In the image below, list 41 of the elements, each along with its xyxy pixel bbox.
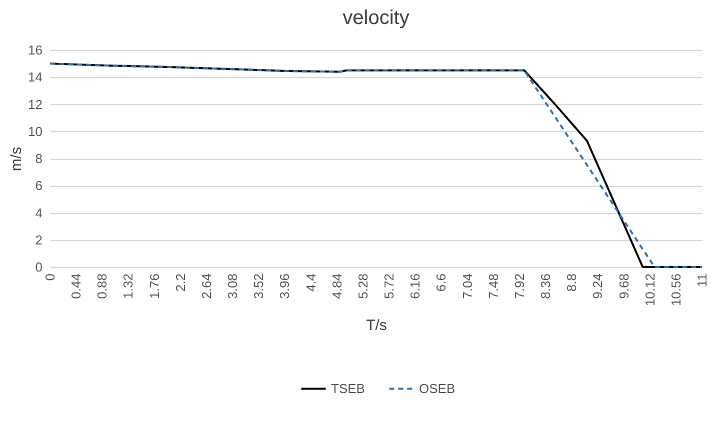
x-tick-label: 0.88 (94, 274, 110, 299)
y-tick-label: 10 (28, 124, 42, 139)
x-tick-label: 0.44 (68, 274, 84, 299)
y-axis-title: m/s (8, 146, 26, 172)
x-tick-label: 10.56 (668, 274, 684, 306)
x-tick-label: 5.28 (355, 274, 370, 299)
x-tick-label: 2.2 (172, 274, 188, 292)
x-tick-label: 6.6 (434, 274, 449, 292)
x-tick-label: 9.24 (590, 274, 606, 299)
x-tick-label: 1.76 (146, 274, 162, 299)
x-tick-label: 0 (42, 274, 58, 281)
x-axis-title: T/s (366, 317, 387, 334)
x-tick-label: 5.72 (382, 274, 397, 299)
x-tick-label: 3.52 (251, 274, 266, 299)
x-tick-label: 7.04 (460, 274, 475, 299)
x-tick-label: 7.48 (486, 274, 501, 299)
line-series (49, 62, 703, 268)
y-tick-label: 8 (35, 151, 42, 166)
x-tick-label: 7.92 (512, 274, 527, 299)
x-tick-label: 8.8 (564, 274, 580, 292)
y-tick-label: 14 (28, 70, 42, 85)
x-tick-label: 10.12 (642, 274, 658, 306)
x-tick-label: 3.08 (225, 274, 240, 299)
x-tick-label: 11 (694, 274, 710, 287)
y-tick-label: 16 (28, 42, 42, 58)
x-tick-label: 4.4 (303, 274, 318, 292)
x-tick-label: 1.32 (120, 274, 136, 299)
y-tick-label: 12 (28, 96, 42, 112)
legend-label: OSEB (419, 380, 456, 396)
y-tick-label: 6 (35, 178, 42, 194)
x-tick-label: 8.36 (538, 274, 554, 299)
x-tick-label: 6.16 (408, 274, 423, 299)
x-tick-label: 2.64 (198, 274, 214, 299)
x-tick-label: 3.96 (277, 274, 292, 299)
x-tick-label: 4.84 (329, 274, 344, 299)
y-tick-label: 0 (35, 260, 42, 274)
x-tick-label: 9.68 (616, 274, 632, 299)
y-tick-label: 4 (35, 205, 42, 220)
y-tick-label: 2 (35, 232, 42, 248)
chart-title: velocity (342, 7, 410, 29)
legend-label: TSEB (331, 380, 365, 396)
